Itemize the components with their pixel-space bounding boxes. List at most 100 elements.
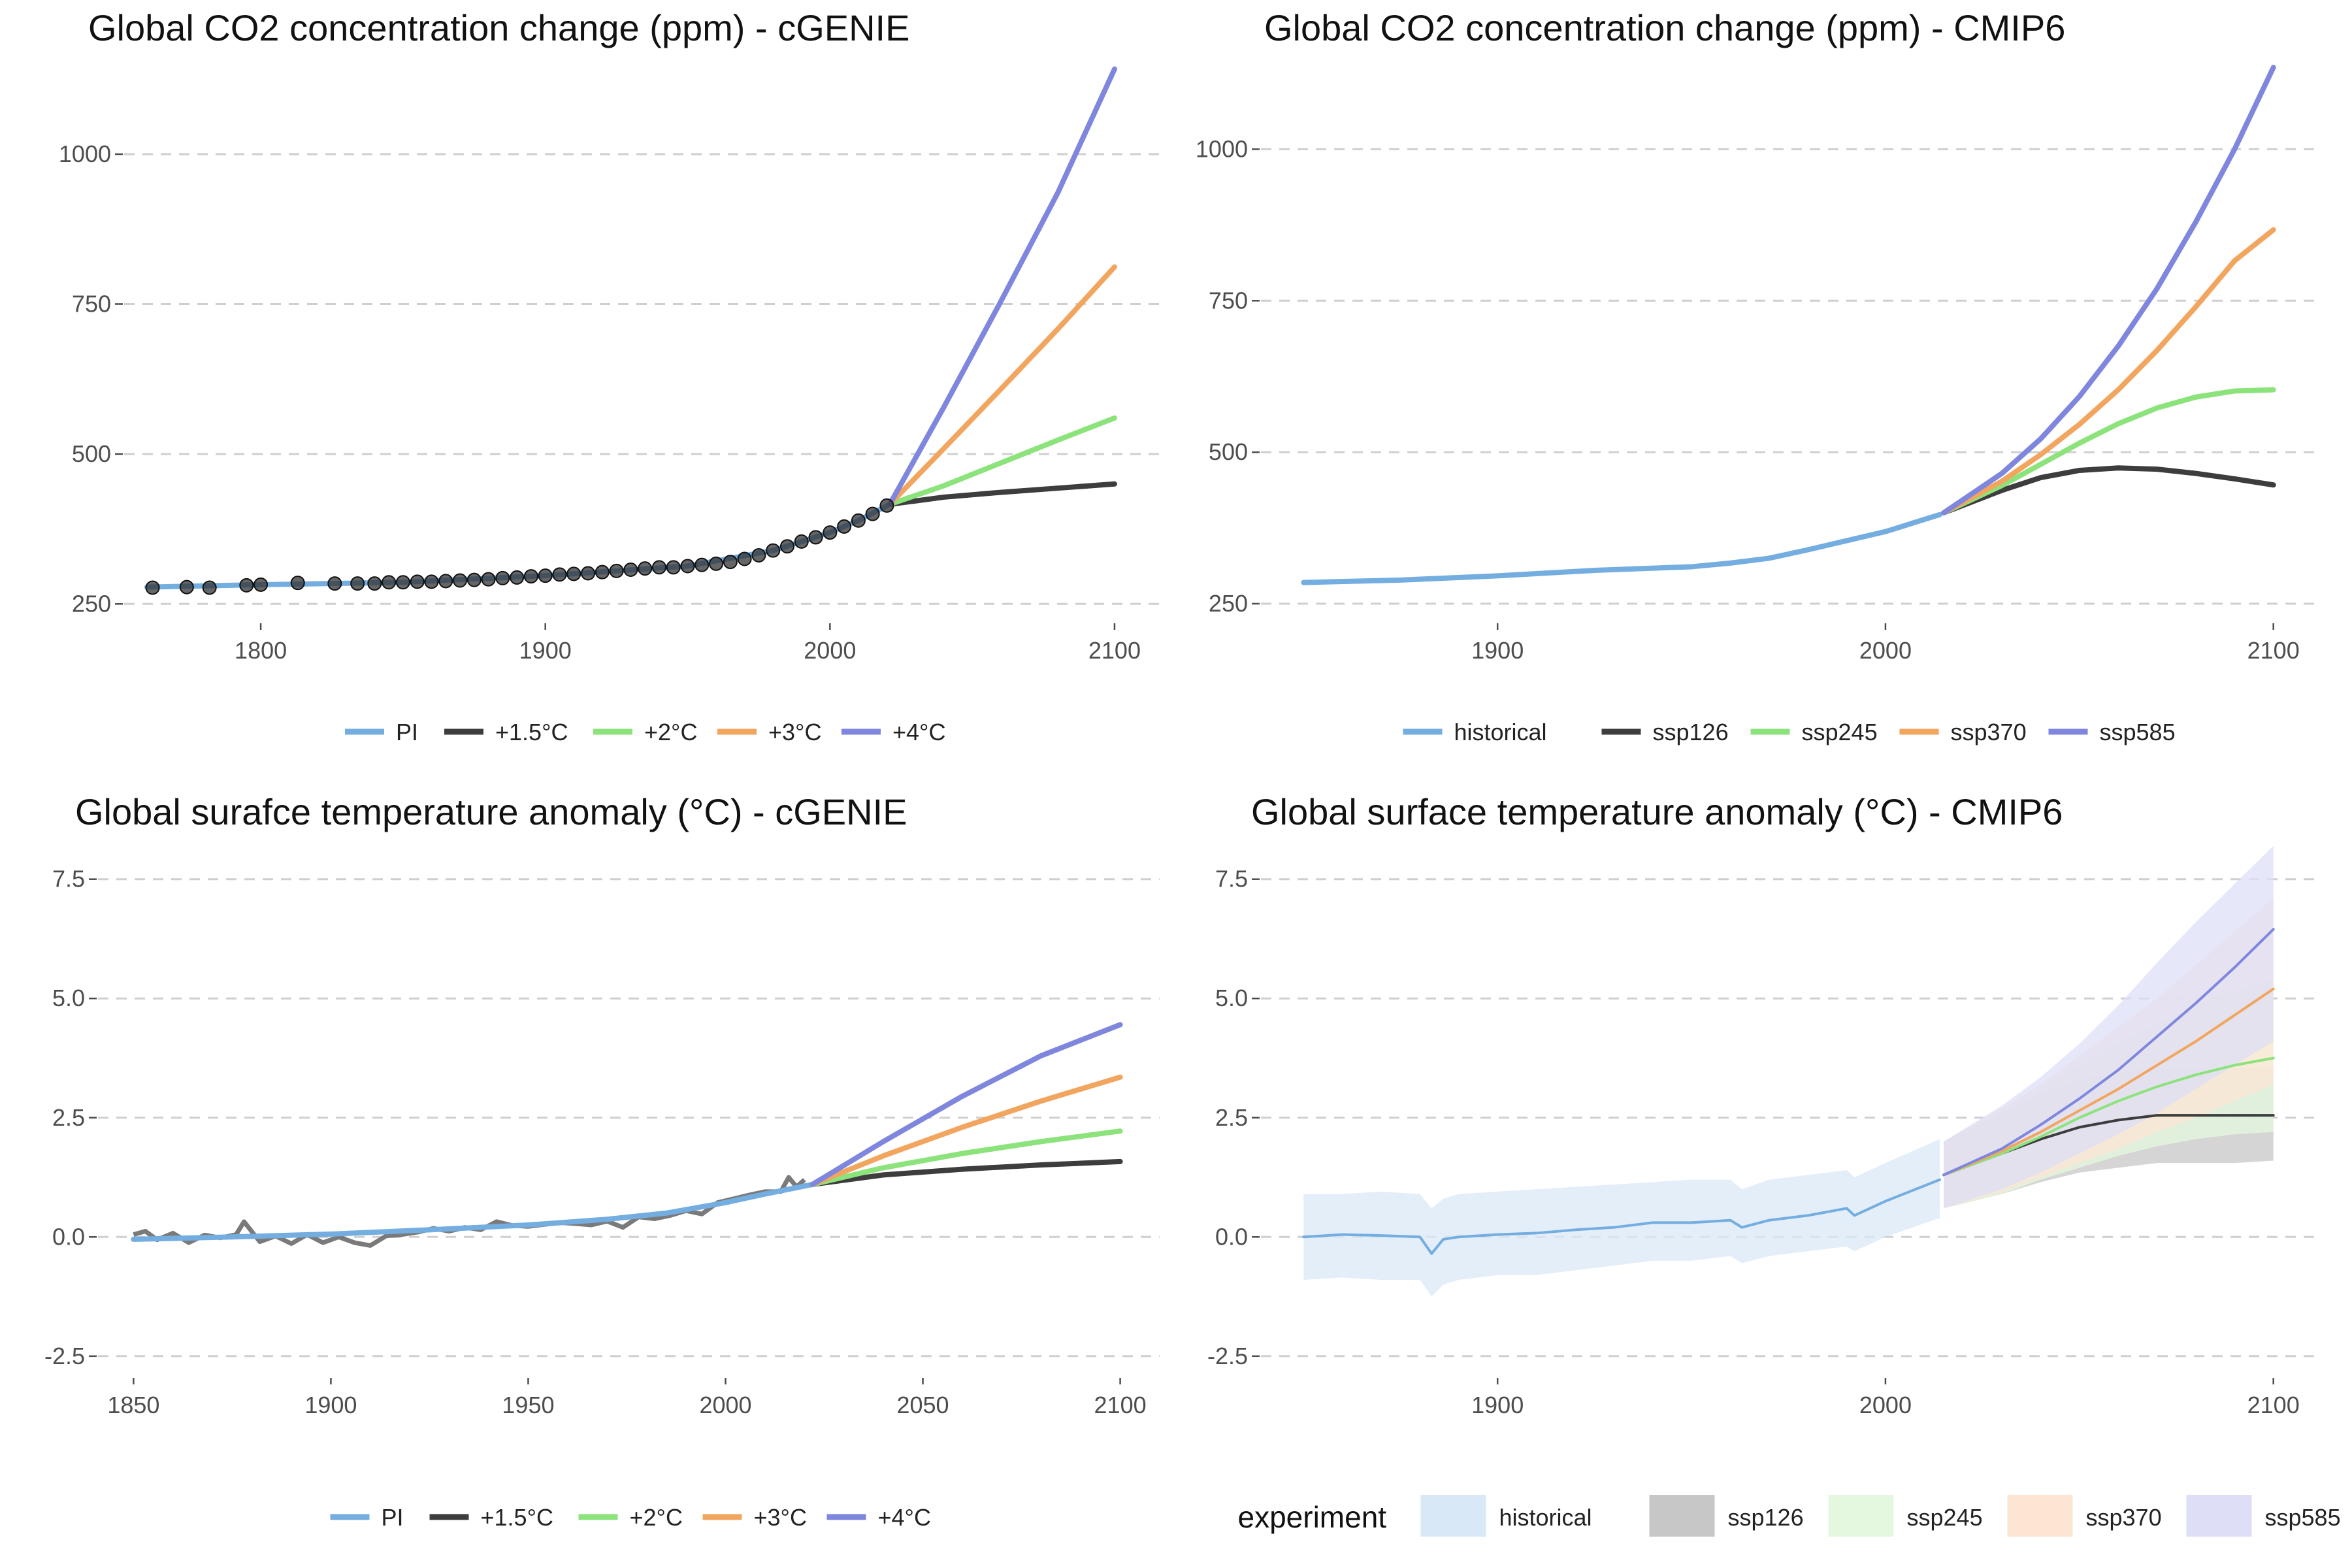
chart-title: Global CO2 concentration change (ppm) - … xyxy=(88,7,909,48)
series-band-ssp585 xyxy=(1944,845,2274,1209)
x-tick-label: 1850 xyxy=(107,1392,159,1418)
observation-point xyxy=(823,525,838,540)
observation-point xyxy=(794,534,809,549)
series-band-historical xyxy=(1303,1139,1940,1297)
observation-point xyxy=(851,513,866,528)
chart-panel-temp-cmip6: Global surface temperature anomaly (°C) … xyxy=(1176,784,2352,1568)
x-tick-label: 2100 xyxy=(2247,637,2300,664)
chart-svg: Global surface temperature anomaly (°C) … xyxy=(1207,791,2341,1537)
observation-point xyxy=(651,560,666,575)
observation-point xyxy=(466,572,482,587)
y-tick-label: 750 xyxy=(72,290,111,317)
observation-point xyxy=(253,577,269,592)
series-line-historical xyxy=(1301,512,1943,585)
x-tick-label: 2000 xyxy=(1859,637,1912,664)
series-line-historical xyxy=(1302,1178,1942,1255)
observation-point xyxy=(438,574,453,589)
observation-point xyxy=(566,566,581,581)
observation-point xyxy=(694,557,710,572)
observation-point xyxy=(538,568,553,583)
y-tick-label: 7.5 xyxy=(52,866,85,892)
observation-point xyxy=(879,498,894,513)
observation-point xyxy=(202,580,217,595)
y-tick-label: 250 xyxy=(1209,590,1248,617)
chart-svg: Global CO2 concentration change (ppm) - … xyxy=(1196,7,2316,745)
series-line-PI xyxy=(131,1181,815,1242)
chart-panel-co2-cgenie: Global CO2 concentration change (ppm) - … xyxy=(0,0,1176,784)
legend-label-+3°C: +3°C xyxy=(754,1504,807,1531)
series-line-+2°C xyxy=(809,1128,1123,1187)
legend-label-historical: historical xyxy=(1454,719,1547,745)
chart-panel-co2-cmip6: Global CO2 concentration change (ppm) - … xyxy=(1176,0,2352,784)
y-tick-label: 7.5 xyxy=(1215,866,1248,892)
legend-label-ssp126: ssp126 xyxy=(1728,1504,1804,1531)
x-tick-label: 2100 xyxy=(1088,637,1141,664)
chart-panel-temp-cgenie: Global surafce temperature anomaly (°C) … xyxy=(0,784,1176,1568)
x-tick-label: 2000 xyxy=(1859,1392,1912,1418)
observation-point xyxy=(510,570,525,585)
legend-label-ssp245: ssp245 xyxy=(1802,719,1878,745)
observation-point xyxy=(808,530,823,545)
series-line-ssp585 xyxy=(1942,928,2275,1177)
observation-point xyxy=(595,564,610,580)
y-tick-label: 750 xyxy=(1209,287,1248,314)
x-tick-label: 2100 xyxy=(2247,1392,2300,1418)
legend-label-+4°C: +4°C xyxy=(892,719,945,745)
legend-label-+4°C: +4°C xyxy=(878,1504,931,1531)
y-tick-label: -2.5 xyxy=(1207,1343,1248,1369)
observation-point xyxy=(766,543,781,558)
x-tick-label: 1950 xyxy=(502,1392,554,1418)
chart-title: Global surface temperature anomaly (°C) … xyxy=(1251,791,2063,832)
observation-point xyxy=(350,576,365,591)
legend-label-+2°C: +2°C xyxy=(644,719,697,745)
observation-point xyxy=(581,566,596,581)
series-line-ssp370 xyxy=(1941,227,2276,515)
chart-title: Global CO2 concentration change (ppm) - … xyxy=(1264,7,2065,48)
legend-label-+3°C: +3°C xyxy=(768,719,821,745)
legend-key-ssp245 xyxy=(1828,1495,1894,1537)
y-tick-label: 1000 xyxy=(1196,135,1248,162)
observation-point xyxy=(609,563,624,578)
chart-title: Global surafce temperature anomaly (°C) … xyxy=(75,791,907,832)
series-line-+1.5°C xyxy=(809,1158,1123,1187)
x-tick-label: 1900 xyxy=(519,637,572,664)
legend-label-ssp585: ssp585 xyxy=(2100,719,2176,745)
observation-point xyxy=(523,569,538,584)
observation-point xyxy=(680,559,695,574)
y-tick-label: -2.5 xyxy=(44,1343,85,1369)
observation-point xyxy=(737,551,752,566)
y-tick-label: 2.5 xyxy=(1215,1104,1248,1131)
series-line-+3°C xyxy=(809,1074,1123,1187)
legend-label-ssp370: ssp370 xyxy=(2086,1504,2162,1531)
observation-point xyxy=(382,575,397,590)
x-tick-label: 1900 xyxy=(1471,1392,1524,1418)
observation-point xyxy=(395,575,410,590)
legend-label-PI: PI xyxy=(396,719,418,745)
y-tick-label: 500 xyxy=(1209,438,1248,465)
series-line-ssp126 xyxy=(1941,465,2276,515)
y-tick-label: 0.0 xyxy=(52,1223,85,1250)
observation-point xyxy=(410,574,425,589)
observation-point xyxy=(327,576,342,591)
x-tick-label: 2100 xyxy=(1094,1392,1147,1418)
legend-label-+1.5°C: +1.5°C xyxy=(481,1504,553,1531)
x-tick-label: 1900 xyxy=(1471,637,1524,664)
observation-point xyxy=(290,576,305,591)
series-line-ssp245 xyxy=(1941,387,2276,515)
x-tick-label: 2000 xyxy=(804,637,856,664)
observation-point xyxy=(837,519,852,534)
y-tick-label: 0.0 xyxy=(1215,1223,1248,1250)
legend-label-+2°C: +2°C xyxy=(630,1504,683,1531)
observation-point xyxy=(453,573,468,588)
legend-label-historical: historical xyxy=(1499,1504,1592,1531)
observation-point xyxy=(424,574,439,589)
legend-label-ssp126: ssp126 xyxy=(1653,719,1729,745)
observation-point xyxy=(495,570,510,585)
observation-point xyxy=(666,560,681,575)
series-line-+3°C xyxy=(887,264,1117,507)
chart-svg: Global CO2 concentration change (ppm) - … xyxy=(59,7,1163,745)
observation-point xyxy=(481,572,496,587)
observation-point xyxy=(179,580,194,595)
observation-point xyxy=(239,578,254,593)
legend-key-ssp370 xyxy=(2007,1495,2073,1537)
